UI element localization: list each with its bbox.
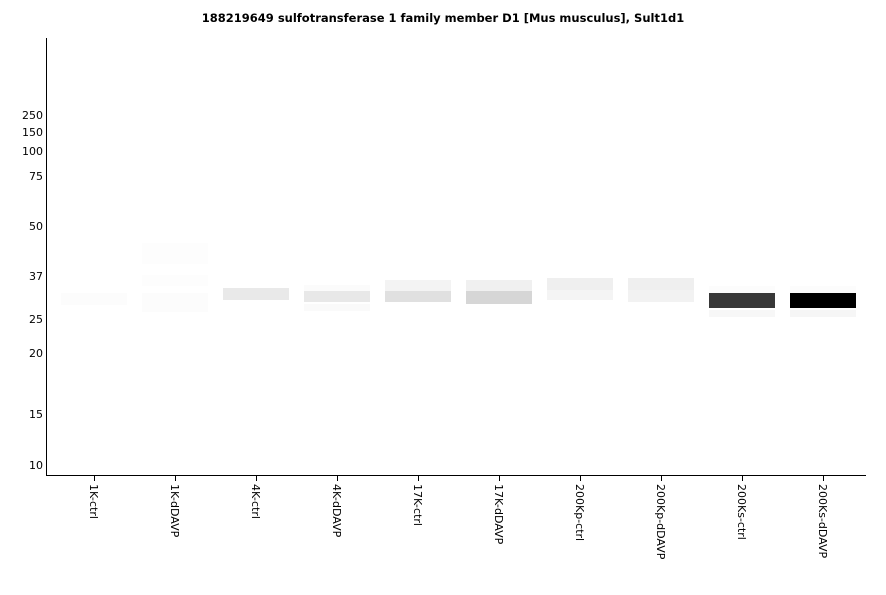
x-tick-label-200ks-ddavp: 200Ks-dDAVP <box>816 484 829 559</box>
blot-band <box>547 278 613 290</box>
blot-band <box>547 289 613 300</box>
x-tick-label-17k-ddavp: 17K-dDAVP <box>492 484 505 545</box>
blot-lane <box>547 38 613 475</box>
y-tick-label-50: 50 <box>29 220 43 233</box>
x-tick-mark <box>661 476 662 481</box>
x-tick-mark <box>337 476 338 481</box>
blot-band <box>466 291 532 304</box>
y-tick-label-37: 37 <box>29 270 43 283</box>
blot-band <box>142 274 208 287</box>
x-tick-label-200ks-ctrl: 200Ks-ctrl <box>735 484 748 540</box>
y-tick-label-15: 15 <box>29 408 43 421</box>
y-tick-label-150: 150 <box>22 126 43 139</box>
blot-lane <box>304 38 370 475</box>
blot-band <box>142 242 208 265</box>
blot-band <box>385 280 451 292</box>
blot-band <box>790 309 856 317</box>
blot-band <box>304 291 370 302</box>
x-tick-label-1k-ddavp: 1K-dDAVP <box>168 484 181 538</box>
blot-lane <box>628 38 694 475</box>
x-tick-mark <box>823 476 824 481</box>
x-tick-mark <box>580 476 581 481</box>
blot-lane <box>223 38 289 475</box>
blot-band <box>709 309 775 317</box>
blot-band <box>790 292 856 308</box>
blot-lane <box>790 38 856 475</box>
y-tick-label-20: 20 <box>29 347 43 360</box>
blot-band <box>628 278 694 290</box>
y-tick-label-75: 75 <box>29 170 43 183</box>
blot-band <box>709 286 775 293</box>
y-axis-tick-labels: 250 150 100 75 50 37 25 20 15 10 <box>0 0 43 595</box>
y-tick-label-250: 250 <box>22 109 43 122</box>
blot-lane <box>709 38 775 475</box>
blot-band <box>466 280 532 292</box>
x-tick-mark <box>418 476 419 481</box>
y-tick-label-100: 100 <box>22 145 43 158</box>
blot-band <box>304 303 370 311</box>
y-tick-label-25: 25 <box>29 313 43 326</box>
x-tick-mark <box>175 476 176 481</box>
blot-lane <box>466 38 532 475</box>
x-axis-line <box>46 474 866 476</box>
blot-plot-area <box>47 38 866 475</box>
x-tick-mark <box>256 476 257 481</box>
y-tick-label-10: 10 <box>29 459 43 472</box>
blot-band <box>790 286 856 293</box>
x-tick-label-4k-ddavp: 4K-dDAVP <box>330 484 343 538</box>
x-tick-label-200kp-ddavp: 200Kp-dDAVP <box>654 484 667 560</box>
x-tick-label-17k-ctrl: 17K-ctrl <box>411 484 424 526</box>
blot-band <box>304 284 370 292</box>
x-tick-label-4k-ctrl: 4K-ctrl <box>249 484 262 519</box>
page-title: 188219649 sulfotransferase 1 family memb… <box>201 11 685 25</box>
blot-band <box>223 287 289 300</box>
blot-lane <box>61 38 127 475</box>
blot-band <box>142 292 208 312</box>
x-tick-label-200kp-ctrl: 200Kp-ctrl <box>573 484 586 542</box>
blot-lane <box>142 38 208 475</box>
blot-band <box>61 292 127 306</box>
blot-band <box>709 292 775 308</box>
blot-lane <box>385 38 451 475</box>
x-tick-mark <box>742 476 743 481</box>
blot-band <box>385 291 451 302</box>
x-tick-label-1k-ctrl: 1K-ctrl <box>87 484 100 519</box>
blot-band <box>628 289 694 302</box>
x-tick-mark <box>94 476 95 481</box>
x-tick-mark <box>499 476 500 481</box>
